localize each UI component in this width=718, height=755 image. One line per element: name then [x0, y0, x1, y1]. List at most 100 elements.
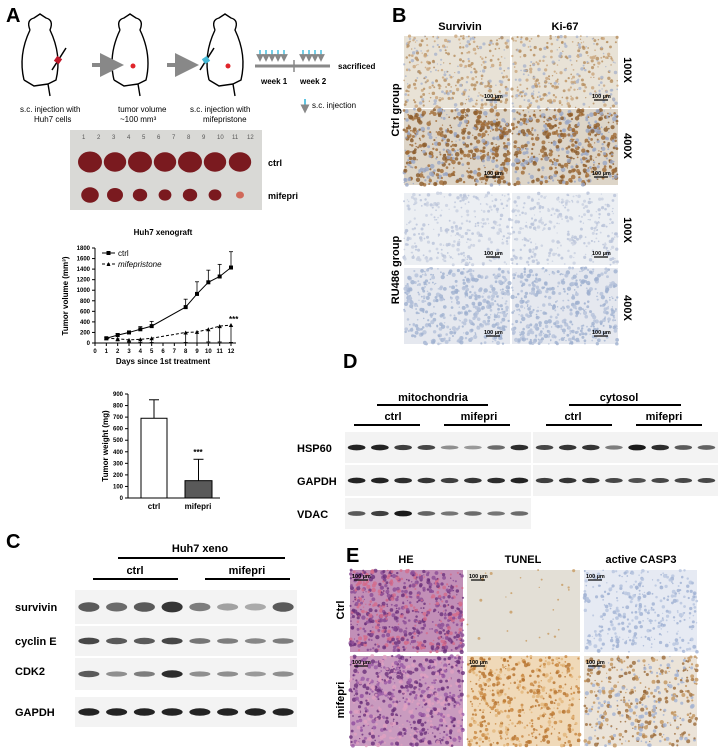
cell	[507, 145, 509, 147]
cell	[356, 623, 358, 626]
cell	[455, 696, 458, 700]
tumor-row-mifepri: mifepri	[268, 191, 298, 201]
cell	[412, 156, 417, 161]
cell	[436, 727, 440, 731]
cell	[569, 86, 573, 89]
scale-label: 100 µm	[484, 171, 503, 177]
cell	[615, 616, 619, 620]
cell	[489, 108, 495, 113]
cell	[402, 648, 406, 651]
cell	[350, 617, 352, 619]
cell	[353, 694, 356, 696]
cell	[563, 288, 566, 291]
cell	[475, 109, 477, 111]
cell	[429, 685, 435, 690]
cell	[652, 627, 656, 630]
cell	[415, 311, 419, 315]
cell	[501, 317, 506, 322]
cell	[615, 606, 619, 610]
cell	[513, 140, 518, 144]
cell	[536, 105, 541, 109]
cell	[487, 151, 490, 154]
cell	[381, 733, 387, 739]
cell	[422, 611, 427, 616]
mito-header: mitochondria	[398, 392, 469, 404]
cell	[438, 630, 443, 635]
cell	[511, 102, 514, 105]
cell	[479, 56, 482, 58]
cell	[559, 273, 562, 276]
cell	[532, 274, 535, 277]
cell	[607, 627, 611, 631]
cell	[521, 316, 526, 322]
cell	[612, 207, 614, 210]
week2-label: week 2	[299, 77, 327, 86]
cell	[579, 158, 583, 161]
cell	[444, 645, 449, 650]
cell	[403, 257, 407, 261]
cell	[414, 104, 419, 108]
cell	[557, 127, 560, 129]
cell	[559, 51, 563, 55]
cell	[538, 206, 542, 210]
cell	[456, 300, 460, 305]
cell	[602, 324, 605, 327]
cell	[607, 268, 611, 271]
cell	[426, 67, 430, 71]
cell	[407, 132, 411, 136]
cell	[514, 337, 519, 342]
cell	[425, 631, 429, 635]
cell	[582, 206, 586, 210]
cell	[460, 196, 463, 199]
cell	[598, 213, 601, 216]
cell	[458, 116, 463, 121]
cell	[672, 598, 677, 603]
cell	[536, 191, 541, 196]
data-point	[127, 330, 131, 335]
cell	[543, 333, 549, 339]
cell	[466, 228, 470, 232]
cell	[600, 126, 603, 129]
cell	[460, 724, 463, 728]
cell	[530, 198, 534, 202]
cell	[486, 125, 491, 130]
cell	[611, 584, 615, 588]
cell	[561, 96, 564, 99]
cell	[593, 644, 598, 649]
cell	[604, 604, 609, 609]
cell	[548, 273, 551, 276]
cell	[654, 584, 657, 587]
cell	[647, 611, 649, 613]
cell	[493, 93, 496, 96]
cell	[455, 284, 458, 287]
cell	[526, 140, 530, 145]
cell	[613, 193, 617, 198]
cell	[413, 609, 416, 612]
cell	[399, 700, 401, 702]
cell	[359, 573, 364, 577]
cell	[410, 54, 414, 58]
cell	[537, 569, 540, 572]
cell	[590, 145, 594, 149]
cell	[555, 320, 560, 325]
cell	[404, 330, 407, 334]
cell	[519, 214, 521, 216]
cell	[410, 580, 413, 583]
cell	[527, 156, 530, 158]
cell	[634, 610, 638, 614]
band-CDK2	[133, 671, 155, 677]
cell	[544, 269, 548, 272]
cell	[369, 603, 371, 606]
cell	[467, 98, 470, 100]
cell	[474, 331, 477, 334]
cell	[429, 642, 433, 646]
cell	[367, 590, 370, 594]
cell	[621, 627, 626, 631]
cell	[616, 296, 619, 299]
y-tick-label: 300	[113, 461, 124, 467]
cell	[513, 66, 516, 68]
cell	[435, 173, 440, 177]
cell	[464, 311, 469, 316]
cell	[479, 177, 483, 181]
cell	[606, 212, 611, 217]
